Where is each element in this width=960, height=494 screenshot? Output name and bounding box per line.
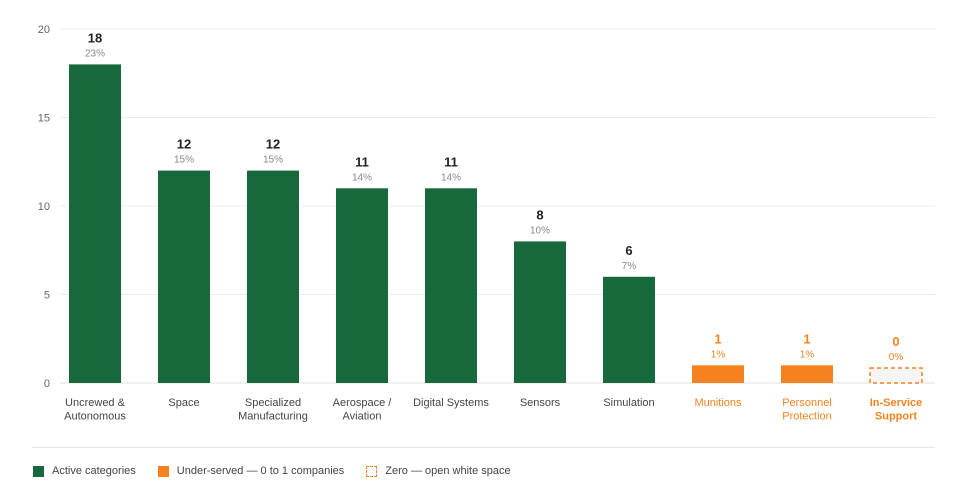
legend-label-underserved: Under-served — 0 to 1 companies — [176, 465, 345, 477]
bar-percent-label: 15% — [174, 155, 194, 166]
bar-value-label: 18 — [88, 30, 102, 45]
bar-value-label: 11 — [444, 154, 458, 169]
y-tick-label: 5 — [44, 290, 50, 302]
legend-swatch-zero — [366, 465, 378, 477]
bar-percent-label: 1% — [711, 349, 726, 360]
bar-value-label: 8 — [536, 207, 543, 222]
legend-item-underserved: Under-served — 0 to 1 companies — [157, 465, 345, 477]
bar-percent-label: 14% — [352, 172, 372, 183]
bar-percent-label: 23% — [85, 48, 105, 59]
x-tick-label: Digital Systems — [413, 397, 489, 409]
x-tick-label: Simulation — [603, 397, 654, 409]
bar-percent-label: 14% — [441, 172, 461, 183]
bar — [425, 188, 477, 383]
bar — [336, 188, 388, 383]
bar — [603, 276, 655, 383]
x-tick-label: Aerospace / Aviation — [333, 397, 393, 423]
bar — [781, 365, 833, 383]
legend-item-active: Active categories — [33, 465, 136, 477]
bar-percent-label: 0% — [889, 352, 904, 363]
bar — [69, 64, 121, 384]
legend-item-zero: Zero — open white space — [366, 465, 511, 477]
bar-value-label: 12 — [266, 137, 280, 152]
bar — [158, 170, 210, 383]
bar — [514, 241, 566, 383]
x-tick-label: Uncrewed & Autonomous — [64, 397, 126, 423]
bar-percent-label: 10% — [530, 225, 550, 236]
legend-label-active: Active categories — [52, 465, 136, 477]
y-tick-label: 20 — [38, 24, 50, 36]
y-tick-label: 10 — [38, 201, 50, 213]
bar-value-label: 11 — [355, 154, 369, 169]
bar-zero — [869, 367, 923, 384]
legend-label-zero: Zero — open white space — [385, 465, 511, 477]
x-tick-label: Sensors — [520, 397, 561, 409]
y-tick-label: 15 — [38, 113, 50, 125]
bar-percent-label: 1% — [800, 349, 815, 360]
legend-swatch-underserved — [157, 465, 169, 477]
bar — [692, 365, 744, 383]
x-tick-label: In-Service Support — [870, 397, 923, 423]
chart-legend: Active categories Under-served — 0 to 1 … — [32, 447, 935, 494]
bar-value-label: 6 — [625, 243, 632, 258]
bar — [247, 170, 299, 383]
legend-swatch-active — [33, 465, 44, 477]
bar-value-label: 12 — [177, 137, 191, 152]
x-tick-label: Munitions — [694, 397, 742, 409]
bar-percent-label: 15% — [263, 155, 283, 166]
x-tick-label: Space — [168, 397, 199, 409]
y-tick-label: 0 — [44, 378, 50, 390]
bar-value-label: 1 — [714, 331, 721, 346]
bar-value-label: 1 — [803, 331, 810, 346]
bar-percent-label: 7% — [622, 261, 637, 272]
x-tick-label: Personnel Protection — [782, 397, 832, 423]
x-tick-label: Specialized Manufacturing — [238, 397, 308, 423]
bar-value-label: 0 — [892, 334, 899, 349]
